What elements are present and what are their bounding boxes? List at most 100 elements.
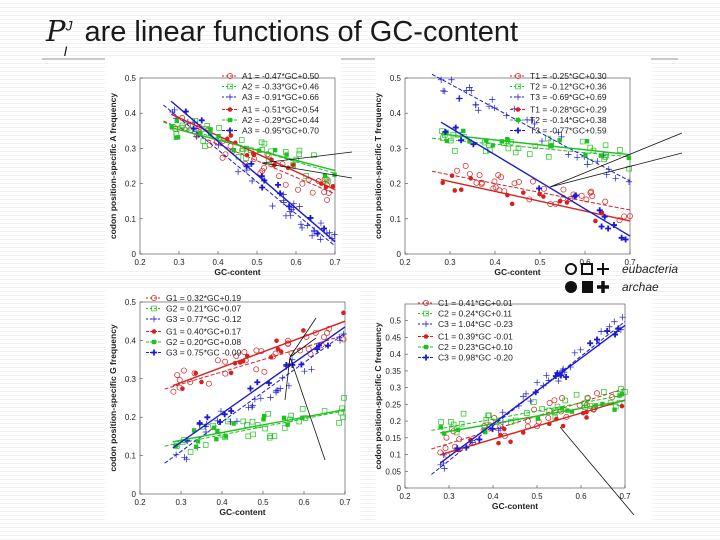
legend-equation-G3-eubacteria: G3 = 0.77*GC -0.12: [166, 314, 242, 324]
data-point-G-G2-eubacteria: [202, 442, 209, 448]
fit-line-T-T3-eubacteria: [431, 73, 631, 182]
data-point-C-C2-archae: [483, 429, 488, 435]
data-point-C-C2-archae: [619, 392, 625, 397]
data-point-G-G3-eubacteria: [301, 368, 308, 375]
group-legend: eubacteria archae: [564, 260, 678, 296]
x-tick-label: 0.6: [298, 498, 310, 507]
data-point-C-C3-eubacteria: [597, 328, 605, 335]
data-point-A-A2-eubacteria: [258, 139, 265, 146]
data-point-T-T1-eubacteria: [583, 196, 590, 203]
legend-equation-C2-archae: C2 = 0.23*GC+0.10: [438, 342, 513, 352]
data-point-A-A2-archae: [173, 135, 179, 140]
legend-equation-T2-archae: T2 = -0.14*GC+0.38: [530, 115, 607, 125]
legend-marker-G3: [151, 349, 157, 356]
legend-marker-C2: [423, 344, 429, 350]
data-point-C-C1-archae: [619, 403, 625, 409]
data-point-A-A2-eubacteria: [200, 138, 207, 144]
data-point-C-C2-eubacteria: [546, 407, 552, 414]
data-point-A-A1-eubacteria: [219, 154, 226, 161]
data-point-G-G3-eubacteria: [336, 333, 343, 341]
data-point-A-A1-eubacteria: [222, 151, 229, 158]
data-point-C-C1-archae: [508, 439, 513, 445]
data-point-G-G3-eubacteria: [277, 385, 284, 392]
data-point-G-G2-archae: [193, 444, 199, 450]
data-point-T-T2-archae: [584, 139, 590, 144]
data-point-A-A3-archae: [321, 225, 328, 232]
legend-equation-A2-archae: A2 = -0.29*GC+0.44: [242, 115, 319, 125]
legend-equation-T3-eubacteria: T3 = -0.69*GC+0.69: [530, 92, 607, 102]
annotation-lines-C: [559, 426, 635, 516]
data-point-A-A3-eubacteria: [317, 236, 324, 243]
y-tick-label: 0.1: [390, 451, 402, 460]
data-point-G-G3-eubacteria: [273, 387, 280, 395]
y-tick-label: 0.2: [390, 180, 402, 189]
x-tick-label: 0.5: [531, 492, 543, 501]
data-point-A-A2-eubacteria: [201, 143, 208, 150]
data-point-G-G3-archae: [298, 361, 305, 368]
data-point-G-G1-eubacteria: [222, 358, 229, 365]
data-point-T-T1-eubacteria: [478, 179, 485, 186]
x-axis-label: GC-content: [492, 501, 538, 511]
data-point-C-C1-archae: [584, 415, 589, 420]
data-point-T-T1-archae: [449, 173, 455, 179]
data-point-T-T2-archae: [490, 143, 495, 148]
x-tick-label: 0.7: [624, 258, 636, 267]
data-point-A-A3-archae: [198, 117, 205, 124]
data-point-C-C2-eubacteria: [573, 391, 580, 398]
data-point-G-G1-eubacteria: [170, 388, 177, 395]
data-point-G-G2-eubacteria: [341, 395, 347, 401]
y-tick-label: 0.5: [390, 317, 402, 326]
legend-marker-T1: [515, 107, 521, 112]
legend-marker-G2: [151, 339, 157, 345]
fit-line-T-T2-eubacteria: [431, 137, 631, 158]
fit-line-C-C2-eubacteria: [431, 394, 626, 431]
panel-G-axes: [139, 301, 346, 495]
data-point-G-G3-archae: [324, 342, 331, 349]
data-point-A-A2-eubacteria: [311, 152, 317, 158]
data-point-T-T3-eubacteria: [612, 175, 619, 182]
data-point-G-G1-eubacteria: [241, 349, 248, 356]
data-point-A-A3-eubacteria: [287, 212, 294, 219]
data-point-A-A1-eubacteria: [324, 196, 331, 203]
legend-marker-G2: [151, 305, 157, 312]
x-tick-label: 0.5: [534, 258, 546, 267]
data-point-T-T3-eubacteria: [475, 107, 482, 114]
data-point-T-T2-archae: [598, 153, 604, 158]
data-point-C-C3-eubacteria: [571, 349, 579, 356]
x-tick-label: 0.2: [134, 498, 146, 507]
legend-equation-C1-eubacteria: C1 = 0.41*GC+0.01: [438, 298, 513, 308]
fit-line-A-A1: [170, 113, 336, 191]
data-point-A-A3-eubacteria: [248, 177, 256, 185]
data-point-A-A2-archae: [272, 147, 278, 153]
open-markers-icon: [565, 263, 609, 275]
data-point-C-C1-eubacteria: [545, 414, 552, 421]
data-point-A-A2-archae: [169, 124, 174, 130]
data-point-G-G1-eubacteria: [253, 366, 260, 373]
data-point-C-C3-archae: [604, 328, 611, 335]
y-tick-label: 0.25: [385, 400, 401, 409]
data-point-C-C2-eubacteria: [458, 420, 465, 427]
data-point-G-G3-eubacteria: [308, 366, 315, 373]
data-point-T-T3-archae: [573, 192, 580, 199]
fit-line-G-G3-eubacteria: [164, 332, 346, 464]
data-point-T-T2-archae: [626, 155, 632, 161]
fit-line-G-G1: [172, 320, 346, 387]
fit-line-G-G3: [172, 326, 346, 449]
data-point-C-C3-eubacteria: [499, 408, 506, 416]
data-point-T-T1-eubacteria: [454, 167, 461, 174]
legend-marker-C3: [422, 320, 430, 328]
data-point-G-G1-eubacteria: [181, 367, 187, 374]
legend-marker-G3: [150, 315, 158, 323]
data-point-T-T2-archae: [505, 136, 510, 142]
data-point-C-C3-eubacteria: [441, 465, 448, 472]
data-point-T-T3-eubacteria: [531, 120, 538, 128]
data-point-G-G1-archae: [180, 386, 185, 391]
data-point-T-T3-eubacteria: [448, 76, 455, 83]
data-point-T-T1-archae: [537, 191, 542, 197]
data-point-T-T1-eubacteria: [515, 178, 522, 185]
data-point-T-T1-eubacteria: [560, 186, 567, 193]
data-point-C-C2-eubacteria: [524, 410, 530, 416]
data-point-A-A3-eubacteria: [326, 229, 333, 236]
data-point-T-T3-eubacteria: [439, 87, 447, 95]
x-tick-label: 0.6: [575, 492, 587, 501]
